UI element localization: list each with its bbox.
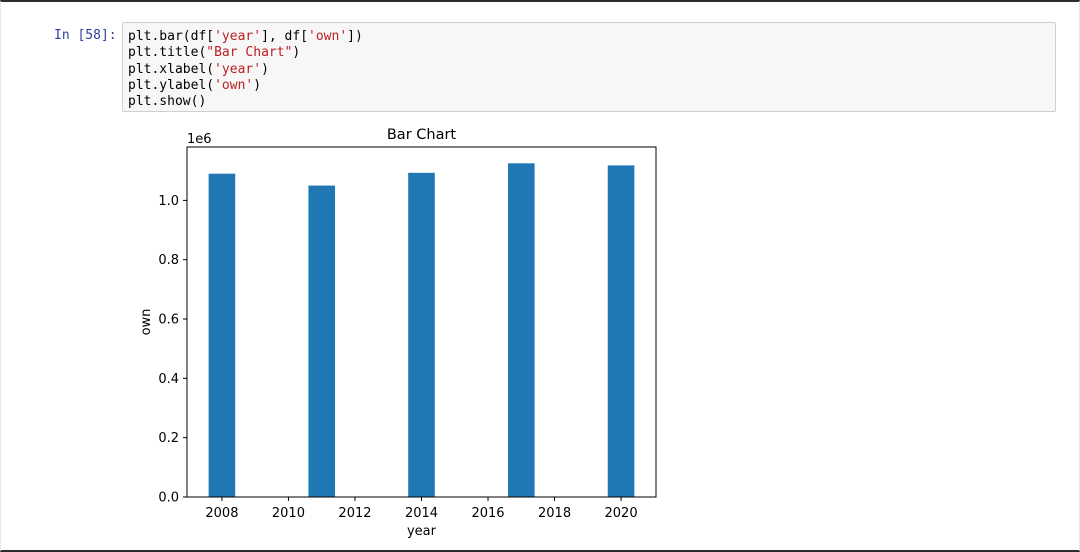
code-token: ) (261, 61, 269, 77)
code-token: plt.title( (128, 45, 207, 61)
cell-output-plot: own Bar Chart year 1e6 2008 2010 2012 2014 2… (120, 118, 680, 552)
x-tick-label: 2018 (538, 506, 571, 521)
y-tick-label: 1.0 (158, 194, 179, 209)
cell-prompt: In [58]: (54, 28, 117, 43)
y-tick-label: 0.2 (158, 431, 179, 446)
bar-2020 (607, 165, 635, 497)
code-token: ]) (347, 29, 363, 44)
x-axis-label: year (407, 524, 437, 539)
bar-chart: own Bar Chart year 1e6 2008 2010 2012 2014 2… (139, 127, 657, 539)
x-tick-label: 2016 (471, 506, 504, 521)
code-token: ) (292, 45, 301, 61)
code-token: plt.ylabel( (128, 77, 215, 93)
code-string-token: 'year' (214, 61, 262, 77)
x-tick-label: 2014 (405, 506, 438, 521)
y-axis-label-group: own (139, 309, 154, 336)
code-string-token: 'year' (214, 29, 262, 44)
x-tick-label: 2020 (605, 506, 638, 521)
y-tick-label: 0.6 (158, 313, 179, 328)
x-tick-label: 2010 (272, 506, 305, 521)
code-cell-input[interactable]: plt.bar(df['year'], df['own']) plt.title(… (122, 22, 1056, 112)
code-line: plt.bar(df['year'], df['own']) (128, 29, 1049, 45)
code-token: ) (253, 77, 262, 93)
y-axis-label: own (139, 309, 154, 336)
y-ticks: 0.0 0.2 0.4 0.6 0.8 1.0 (158, 194, 187, 506)
bar-2011 (308, 185, 336, 497)
x-tick-label: 2008 (205, 506, 238, 521)
code-lines: plt.bar(df['year'], df['own']) plt.title(… (128, 29, 1049, 110)
bar-2017 (507, 163, 535, 497)
y-tick-label: 0.4 (158, 372, 179, 387)
bars (208, 163, 635, 497)
code-string-token: 'own' (214, 77, 254, 93)
x-ticks: 2008 2010 2012 2014 2016 2018 2020 (205, 497, 638, 521)
x-tick-label: 2012 (338, 506, 371, 521)
code-line: plt.ylabel('own') (128, 78, 1049, 94)
code-line: plt.show() (128, 94, 1049, 110)
code-line: plt.xlabel('year') (128, 62, 1049, 78)
bar-2008 (208, 173, 236, 497)
bar-2014 (408, 172, 435, 497)
code-token: ], df[ (261, 29, 309, 44)
code-token: plt.show() (128, 94, 207, 110)
code-token: plt.bar(df[ (128, 29, 215, 44)
code-line: plt.title("Bar Chart") (128, 45, 1049, 61)
y-axis-offset-label: 1e6 (187, 132, 212, 147)
code-token: plt.xlabel( (128, 61, 215, 77)
y-tick-label: 0.0 (158, 491, 179, 506)
axes-frame (186, 146, 657, 498)
code-string-token: 'own' (308, 29, 348, 44)
code-string-token: "Bar Chart" (206, 45, 293, 61)
y-tick-label: 0.8 (158, 253, 179, 268)
chart-title: Bar Chart (387, 127, 457, 143)
